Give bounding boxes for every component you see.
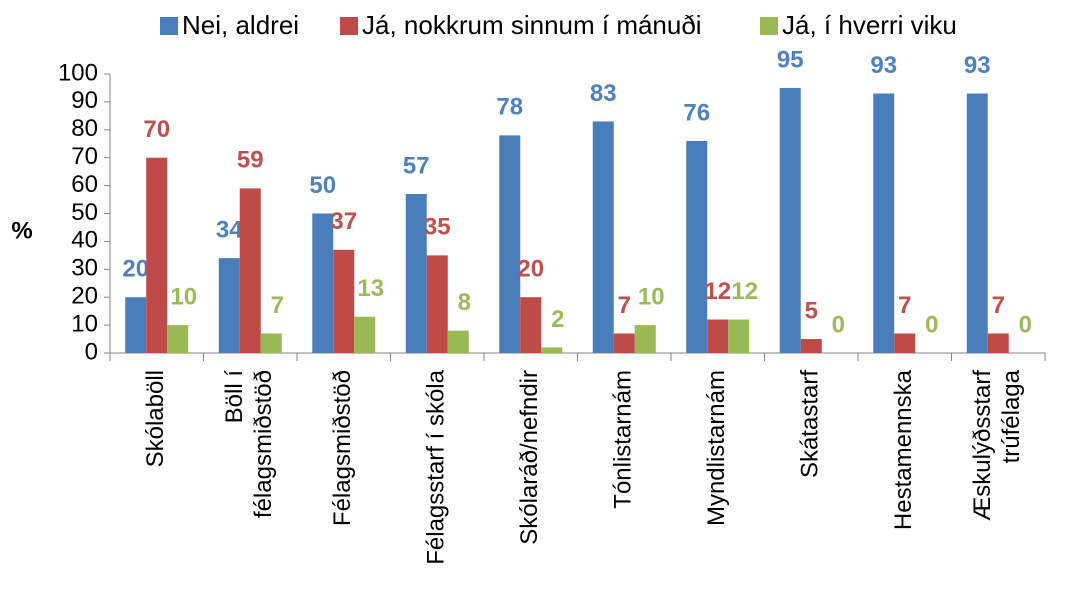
x-tick-label: Tónlistarnám: [610, 370, 637, 509]
x-tick-label: Hestamennska: [890, 369, 917, 530]
bar: [894, 333, 916, 353]
bar: [239, 188, 261, 353]
bar: [167, 325, 189, 353]
y-tick-label: 80: [71, 115, 98, 142]
data-label: 35: [424, 214, 451, 241]
data-label: 0: [925, 311, 938, 338]
data-label: 70: [143, 116, 170, 143]
x-tick-label: Skólaráð/nefndir: [516, 370, 543, 545]
data-label: 8: [458, 289, 471, 316]
bar: [779, 87, 801, 353]
bar: [987, 333, 1009, 353]
legend-swatch: [160, 17, 178, 35]
legend-swatch: [340, 17, 358, 35]
data-label: 76: [683, 99, 710, 126]
data-label: 2: [551, 306, 564, 333]
bar: [613, 333, 635, 353]
legend-label: Já, í hverri viku: [782, 10, 957, 40]
x-tick-label: Böll ífélagsmiðstöð: [221, 370, 277, 518]
data-label: 78: [496, 94, 523, 121]
y-tick-label: 50: [71, 199, 98, 226]
data-label: 93: [870, 52, 897, 79]
y-tick-label: 10: [71, 310, 98, 337]
data-label: 0: [832, 311, 845, 338]
x-tick-label: Skólaböll: [142, 370, 169, 467]
x-tick-label: Félagsstarf í skóla: [423, 369, 450, 564]
data-label: 57: [403, 152, 430, 179]
data-label: 7: [618, 292, 631, 319]
bar: [873, 93, 895, 353]
bar: [405, 193, 427, 353]
bar: [447, 330, 469, 353]
data-label: 37: [330, 208, 357, 235]
data-label: 7: [992, 292, 1005, 319]
data-label: 95: [777, 46, 804, 73]
data-label: 50: [309, 172, 336, 199]
data-label: 10: [638, 283, 665, 310]
y-tick-label: 40: [71, 227, 98, 254]
bar: [146, 157, 168, 353]
bar: [260, 333, 282, 353]
data-label: 12: [704, 278, 731, 305]
y-tick-label: 60: [71, 171, 98, 198]
y-axis-label: %: [11, 217, 32, 244]
bar: [333, 249, 355, 353]
y-tick-label: 90: [71, 87, 98, 114]
data-label: 34: [216, 216, 243, 243]
data-label: 10: [170, 283, 197, 310]
data-label: 83: [590, 80, 617, 107]
bar: [218, 258, 240, 353]
bar: [728, 319, 750, 353]
bar: [354, 316, 376, 353]
bar: [312, 213, 334, 353]
y-tick-label: 70: [71, 143, 98, 170]
bar: [125, 297, 147, 353]
y-tick-label: 0: [85, 338, 98, 365]
legend-label: Já, nokkrum sinnum í mánuði: [362, 10, 702, 40]
data-label: 0: [1019, 311, 1032, 338]
x-tick-label: Æskulýðsstarftrúfélaga: [969, 369, 1025, 520]
data-label: 5: [805, 297, 818, 324]
bar: [707, 319, 729, 353]
data-label: 59: [237, 147, 264, 174]
data-label: 7: [271, 292, 284, 319]
x-tick-label: Félagsmiðstöð: [329, 370, 356, 526]
bar: [634, 325, 656, 353]
data-label: 20: [122, 256, 149, 283]
legend-swatch: [760, 17, 778, 35]
y-tick-label: 30: [71, 255, 98, 282]
bar: [686, 140, 708, 353]
data-label: 12: [731, 278, 758, 305]
bar: [520, 297, 542, 353]
x-tick-label: Skátastarf: [797, 370, 824, 478]
bar: [426, 255, 448, 353]
x-tick-label: Myndlistarnám: [703, 370, 730, 526]
data-label: 13: [357, 275, 384, 302]
legend-label: Nei, aldrei: [182, 10, 299, 40]
y-tick-label: 20: [71, 283, 98, 310]
data-label: 93: [964, 52, 991, 79]
bar: [800, 339, 822, 353]
y-tick-label: 100: [58, 59, 98, 86]
bar: [592, 121, 614, 354]
bar: [499, 135, 521, 353]
data-label: 7: [898, 292, 911, 319]
bar: [966, 93, 988, 353]
bar: [541, 347, 563, 353]
data-label: 20: [517, 256, 544, 283]
